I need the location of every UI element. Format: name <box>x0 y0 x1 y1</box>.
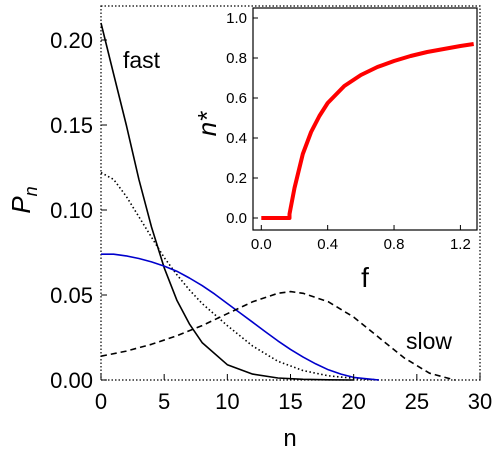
inset-x-tick-label: 1.2 <box>450 236 471 253</box>
inset-y-tick-label: 0.6 <box>226 90 247 107</box>
main-y-tick-label: 0.10 <box>50 198 93 223</box>
svg-text:n*: n* <box>192 111 222 136</box>
inset-y-ticks: 0.0 0.2 0.4 0.6 0.8 1.0 <box>226 10 258 227</box>
main-x-tick-label: 30 <box>468 389 492 414</box>
main-y-tick-label: 0.00 <box>50 368 93 393</box>
main-series-line-1 <box>100 22 354 381</box>
main-y-axis-label-main: P <box>6 196 36 214</box>
main-series-line-4 <box>100 290 455 381</box>
svg-text:Pn: Pn <box>6 186 41 213</box>
main-series-line-3 <box>101 253 379 381</box>
main-series-group <box>100 22 455 381</box>
inset-x-tick-label: 0.0 <box>251 236 272 253</box>
main-x-tick-label: 10 <box>215 389 239 414</box>
inset-y-tick-label: 0.0 <box>226 210 247 227</box>
main-y-axis-label-subscript: n <box>21 186 41 196</box>
inset-background <box>253 8 477 230</box>
main-y-tick-label: 0.20 <box>50 28 93 53</box>
main-x-tick-label: 15 <box>278 389 302 414</box>
inset-x-tick-label: 0.8 <box>384 236 405 253</box>
inset-x-tick-label: 0.4 <box>317 236 338 253</box>
inset-x-axis-label: f <box>361 262 369 293</box>
annotation-fast: fast <box>123 47 161 73</box>
inset-plot-frame <box>252 7 478 231</box>
inset-y-tick-label: 1.0 <box>226 10 247 27</box>
main-x-tick-label: 20 <box>341 389 365 414</box>
inset-y-tick-label: 0.8 <box>226 50 247 67</box>
inset-y-tick-label: 0.4 <box>226 130 247 147</box>
annotation-slow: slow <box>406 328 452 354</box>
inset-series-group <box>261 42 474 220</box>
inset-x-ticks: 0.0 0.4 0.8 1.2 <box>251 225 471 253</box>
main-x-tick-label: 5 <box>158 389 170 414</box>
main-y-tick-label: 0.05 <box>50 283 93 308</box>
main-y-ticks: 0.00 0.05 0.10 0.15 0.20 <box>50 28 107 393</box>
main-x-ticks: 0 5 10 15 20 25 30 <box>95 374 492 414</box>
main-y-tick-label: 0.15 <box>50 113 93 138</box>
inset-series-line-1 <box>261 42 474 220</box>
inset-y-axis-label: n* <box>192 111 222 136</box>
main-x-tick-label: 25 <box>405 389 429 414</box>
main-x-axis-label: n <box>283 425 296 452</box>
main-y-axis-label: Pn <box>6 186 41 213</box>
inset-y-tick-label: 0.2 <box>226 170 247 187</box>
main-x-tick-label: 0 <box>95 389 107 414</box>
